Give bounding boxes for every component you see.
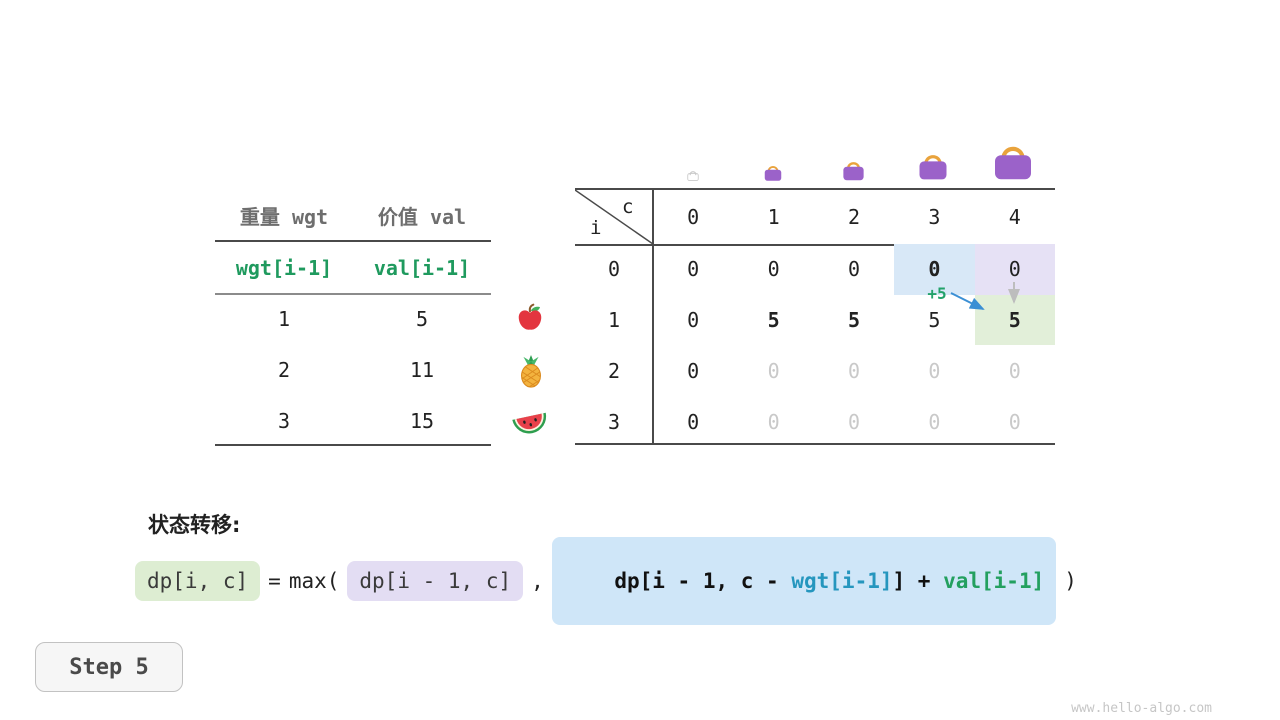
dp-col-header-0: 0 — [687, 205, 700, 229]
item-3-weight: 3 — [277, 408, 291, 433]
dp-row-header-3: 3 — [607, 409, 621, 434]
dp-cell-3-4: 0 — [1008, 409, 1021, 434]
formula-dp-skip-chip: dp[i - 1, c] — [347, 561, 524, 601]
wgt-array-label: wgt[i-1] — [235, 255, 333, 280]
item-row-2: 2 11 — [215, 344, 491, 395]
dp-col-header-2: 2 — [847, 205, 861, 229]
dp-cell-1-3: 5 — [928, 308, 941, 333]
corner-col-label: c — [622, 196, 634, 218]
bag-icon-capacity-3 — [917, 155, 949, 181]
transition-section-label: 状态转移: — [148, 513, 241, 537]
formula-dp-take-chip: dp[i - 1, c - wgt[i-1]] + val[i-1] — [551, 537, 1057, 625]
formula-wgt-term: wgt[i-1] — [791, 569, 893, 593]
weight-value-subheader-row: wgt[i-1] val[i-1] — [215, 242, 491, 293]
formula-take-prefix: dp[i - 1, c - — [614, 569, 792, 593]
dp-row-header-2: 2 — [607, 358, 621, 383]
formula-close-paren: ) — [1064, 569, 1077, 593]
dp-cell-0-1: 0 — [767, 257, 780, 282]
dp-cell-2-0: 0 — [687, 358, 700, 383]
dp-cell-0-2: 0 — [847, 257, 861, 282]
dp-cell-1-2: 5 — [847, 308, 861, 333]
item-1-weight: 1 — [277, 306, 291, 331]
bag-icon-capacity-2 — [842, 162, 865, 182]
corner-row-label: i — [590, 217, 602, 239]
dp-cell-1-1: 5 — [767, 308, 780, 333]
dp-col-header-1: 1 — [767, 205, 780, 229]
dp-cell-1-4: 5 — [974, 294, 1055, 346]
item-row-3: 3 15 — [215, 395, 491, 446]
dp-table: c i 0 1 2 3 4 0 1 2 3 0 0 0 0 0 0 5 5 5 … — [575, 188, 1055, 445]
item-2-value: 11 — [409, 357, 435, 382]
bag-icon-capacity-1 — [763, 165, 783, 182]
step-indicator-button[interactable]: Step 5 — [35, 642, 183, 692]
dp-cell-3-2: 0 — [847, 409, 861, 434]
dp-cell-0-4: 0 — [974, 244, 1055, 295]
dp-cell-2-1: 0 — [767, 358, 780, 383]
value-column-header: 价值 val — [377, 204, 467, 229]
val-array-label: val[i-1] — [373, 255, 471, 280]
table-rule-mid — [215, 293, 491, 295]
weight-value-header-row: 重量 wgt 价值 val — [215, 190, 491, 240]
dp-cell-3-0: 0 — [687, 409, 700, 434]
weight-column-header: 重量 wgt — [239, 204, 329, 229]
dp-row-header-1: 1 — [607, 308, 621, 333]
dp-col-header-4: 4 — [1008, 205, 1021, 229]
formula-dp-current-chip: dp[i, c] — [135, 561, 261, 601]
item-3-value: 15 — [409, 408, 435, 433]
dp-cell-2-2: 0 — [847, 358, 861, 383]
bag-icon-capacity-4 — [989, 136, 1037, 184]
apple-icon — [517, 303, 543, 331]
dp-vertical-rule — [652, 190, 654, 443]
dp-header-rule — [575, 244, 1055, 246]
plus-value-annotation: +5 — [927, 284, 947, 303]
corner-diagonal-line — [575, 190, 653, 244]
pineapple-icon — [514, 354, 548, 388]
watermelon-icon — [512, 412, 550, 437]
formula-comma: , — [531, 569, 544, 593]
dp-row-header-0: 0 — [607, 257, 621, 282]
weight-value-table: 重量 wgt 价值 val wgt[i-1] val[i-1] 1 5 2 11… — [215, 190, 491, 446]
dp-cell-2-3: 0 — [928, 358, 941, 383]
dp-cell-3-1: 0 — [767, 409, 780, 434]
formula-equals: = — [268, 569, 281, 593]
bag-icon-capacity-0 — [687, 171, 699, 182]
formula-take-mid: ] + — [892, 569, 944, 593]
item-row-1: 1 5 — [215, 293, 491, 344]
table-rule-top — [215, 240, 491, 242]
formula-val-term: val[i-1] — [943, 569, 1045, 593]
site-watermark: www.hello-algo.com — [1071, 701, 1212, 716]
dp-cell-1-0: 0 — [687, 308, 700, 333]
dp-cell-2-4: 0 — [1008, 358, 1021, 383]
dp-cell-0-3: 0 — [894, 244, 975, 295]
formula-max-open: max( — [288, 569, 340, 593]
item-2-weight: 2 — [277, 357, 291, 382]
item-1-value: 5 — [415, 306, 429, 331]
transition-formula: dp[i, c] = max( dp[i - 1, c] , dp[i - 1,… — [135, 537, 1085, 625]
table-rule-bottom — [215, 444, 491, 446]
dp-cell-0-0: 0 — [687, 257, 700, 282]
dp-col-header-3: 3 — [928, 205, 941, 229]
dp-cell-3-3: 0 — [928, 409, 941, 434]
